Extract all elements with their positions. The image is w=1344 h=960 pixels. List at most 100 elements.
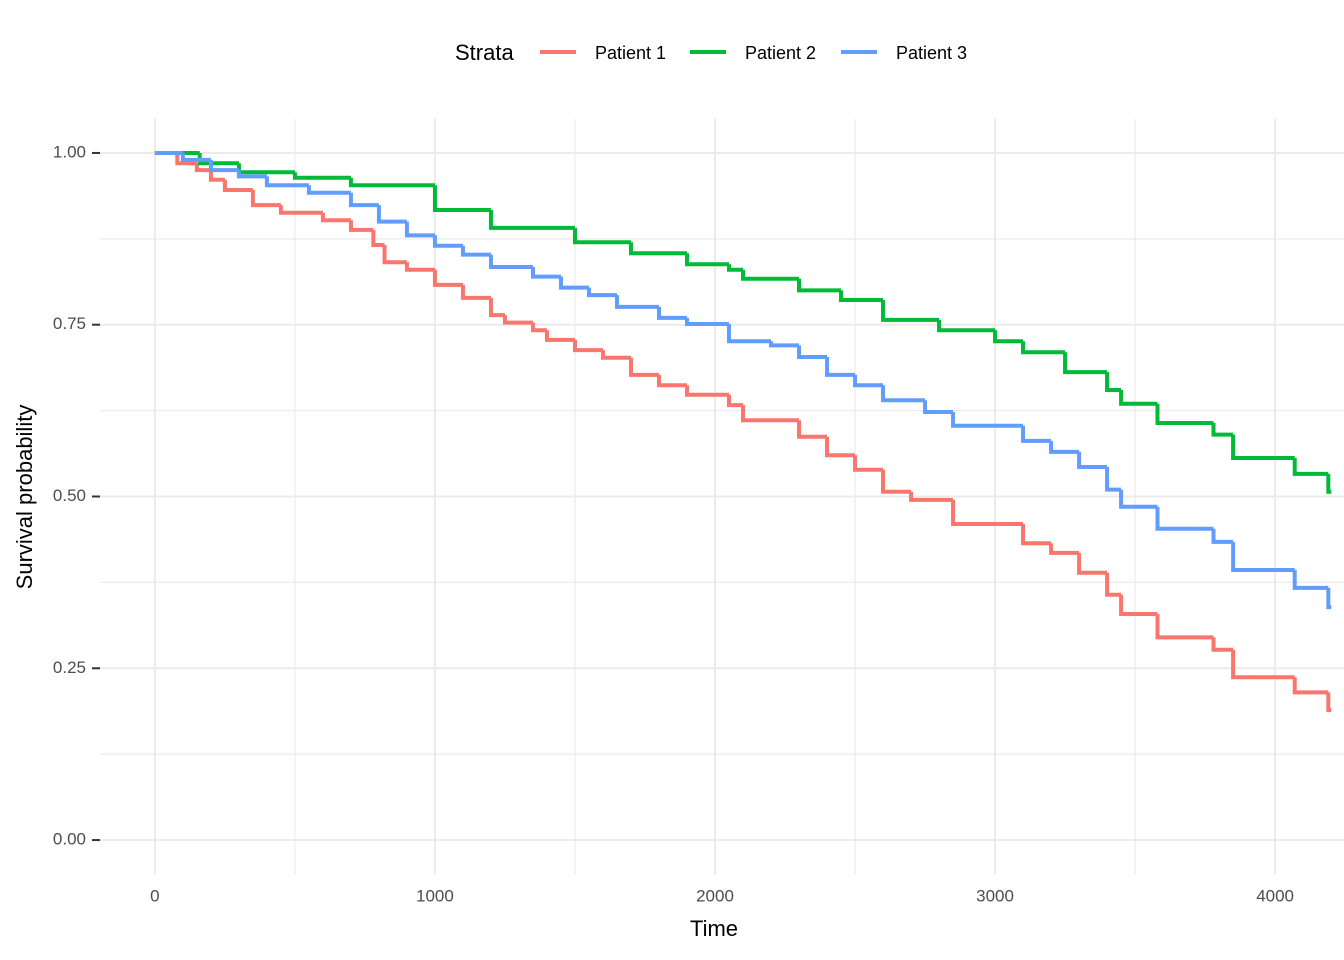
step-segment bbox=[376, 205, 407, 224]
step-segment bbox=[460, 245, 491, 257]
step-segment bbox=[1077, 451, 1108, 469]
step-segment bbox=[208, 159, 239, 173]
step-segment bbox=[194, 163, 211, 173]
step-segment bbox=[600, 350, 631, 360]
step-segment bbox=[208, 170, 225, 182]
step-segment bbox=[769, 341, 800, 348]
step-segment bbox=[1326, 473, 1332, 494]
step-segment bbox=[628, 357, 659, 377]
step-segment bbox=[432, 235, 463, 248]
step-segment bbox=[825, 357, 856, 377]
step-segment bbox=[684, 385, 730, 397]
step-segment bbox=[1021, 425, 1052, 443]
step-segment bbox=[881, 299, 940, 322]
step-segment bbox=[488, 297, 505, 318]
step-segment bbox=[250, 190, 281, 208]
survival-curve bbox=[154, 150, 1332, 494]
step-segment bbox=[558, 276, 589, 290]
step-segment bbox=[628, 242, 687, 256]
step-segment bbox=[572, 339, 603, 353]
step-segment bbox=[1211, 637, 1234, 652]
step-segment bbox=[1231, 649, 1295, 680]
step-segment bbox=[825, 436, 856, 458]
legend: Strata Patient 1 Patient 2 Patient 3 bbox=[455, 40, 967, 65]
step-segment bbox=[197, 152, 239, 166]
step-segment bbox=[741, 269, 800, 281]
step-segment bbox=[432, 269, 463, 287]
step-segment bbox=[741, 405, 800, 423]
step-segment bbox=[923, 400, 954, 414]
step-segment bbox=[1021, 523, 1052, 546]
step-segment bbox=[727, 324, 772, 344]
step-segment bbox=[1292, 458, 1329, 476]
step-segment bbox=[1155, 403, 1214, 425]
step-segment bbox=[404, 262, 435, 272]
step-segment bbox=[1049, 440, 1080, 454]
step-segment bbox=[348, 220, 374, 232]
step-segment bbox=[1063, 352, 1108, 375]
step-segment bbox=[236, 163, 295, 175]
y-tick-label: 0.50 bbox=[53, 486, 86, 505]
step-segment bbox=[1211, 528, 1234, 544]
step-segment bbox=[993, 330, 1024, 344]
y-tick-label: 0.00 bbox=[53, 830, 86, 849]
step-segment bbox=[727, 264, 744, 272]
step-segment bbox=[909, 491, 954, 502]
x-axis-title: Time bbox=[690, 916, 738, 941]
y-tick-label: 0.75 bbox=[53, 314, 86, 333]
step-segment bbox=[348, 177, 435, 188]
step-segment bbox=[1049, 543, 1080, 555]
x-tick-label: 1000 bbox=[416, 886, 454, 905]
step-segment bbox=[839, 290, 884, 302]
step-segment bbox=[1326, 587, 1332, 610]
y-axis-title: Survival probability bbox=[12, 405, 37, 590]
step-segment bbox=[951, 499, 1024, 526]
step-segment bbox=[320, 212, 351, 223]
step-segment bbox=[382, 245, 407, 265]
step-segment bbox=[1292, 570, 1329, 590]
step-segment bbox=[278, 205, 323, 215]
step-segment bbox=[656, 374, 687, 388]
step-segment bbox=[1211, 422, 1234, 437]
step-segment bbox=[853, 455, 884, 472]
step-segment bbox=[1105, 572, 1122, 597]
step-segment bbox=[797, 345, 828, 360]
step-segment bbox=[530, 267, 561, 279]
step-segment bbox=[881, 385, 926, 403]
x-tick-label: 4000 bbox=[1256, 886, 1294, 905]
survival-curve bbox=[154, 150, 1332, 713]
step-segment bbox=[684, 253, 730, 267]
x-tick-label: 0 bbox=[150, 886, 159, 905]
step-segment bbox=[614, 295, 659, 309]
step-segment bbox=[1105, 466, 1122, 492]
step-segment bbox=[797, 278, 842, 293]
step-segment bbox=[1021, 341, 1066, 355]
step-segment bbox=[404, 221, 435, 238]
step-segment bbox=[264, 176, 309, 188]
legend-label: Patient 2 bbox=[745, 43, 816, 63]
step-segment bbox=[306, 185, 351, 195]
step-segment bbox=[684, 317, 730, 327]
step-segment bbox=[937, 319, 996, 333]
step-segment bbox=[881, 469, 912, 494]
step-segment bbox=[530, 322, 547, 333]
x-tick-label: 3000 bbox=[976, 886, 1014, 905]
step-segment bbox=[797, 420, 828, 439]
step-segment bbox=[502, 315, 533, 325]
step-segment bbox=[1105, 372, 1122, 393]
step-segment bbox=[175, 152, 197, 166]
step-segment bbox=[432, 185, 491, 212]
step-segment bbox=[544, 330, 575, 342]
step-segment bbox=[1077, 552, 1108, 575]
y-tick-label: 1.00 bbox=[53, 142, 86, 161]
step-segment bbox=[727, 394, 744, 408]
step-segment bbox=[586, 287, 617, 298]
step-segment bbox=[488, 209, 575, 230]
step-segment bbox=[1326, 692, 1332, 713]
step-segment bbox=[853, 374, 884, 388]
step-segment bbox=[348, 192, 379, 208]
step-segment bbox=[460, 284, 491, 300]
step-segment bbox=[236, 170, 267, 179]
